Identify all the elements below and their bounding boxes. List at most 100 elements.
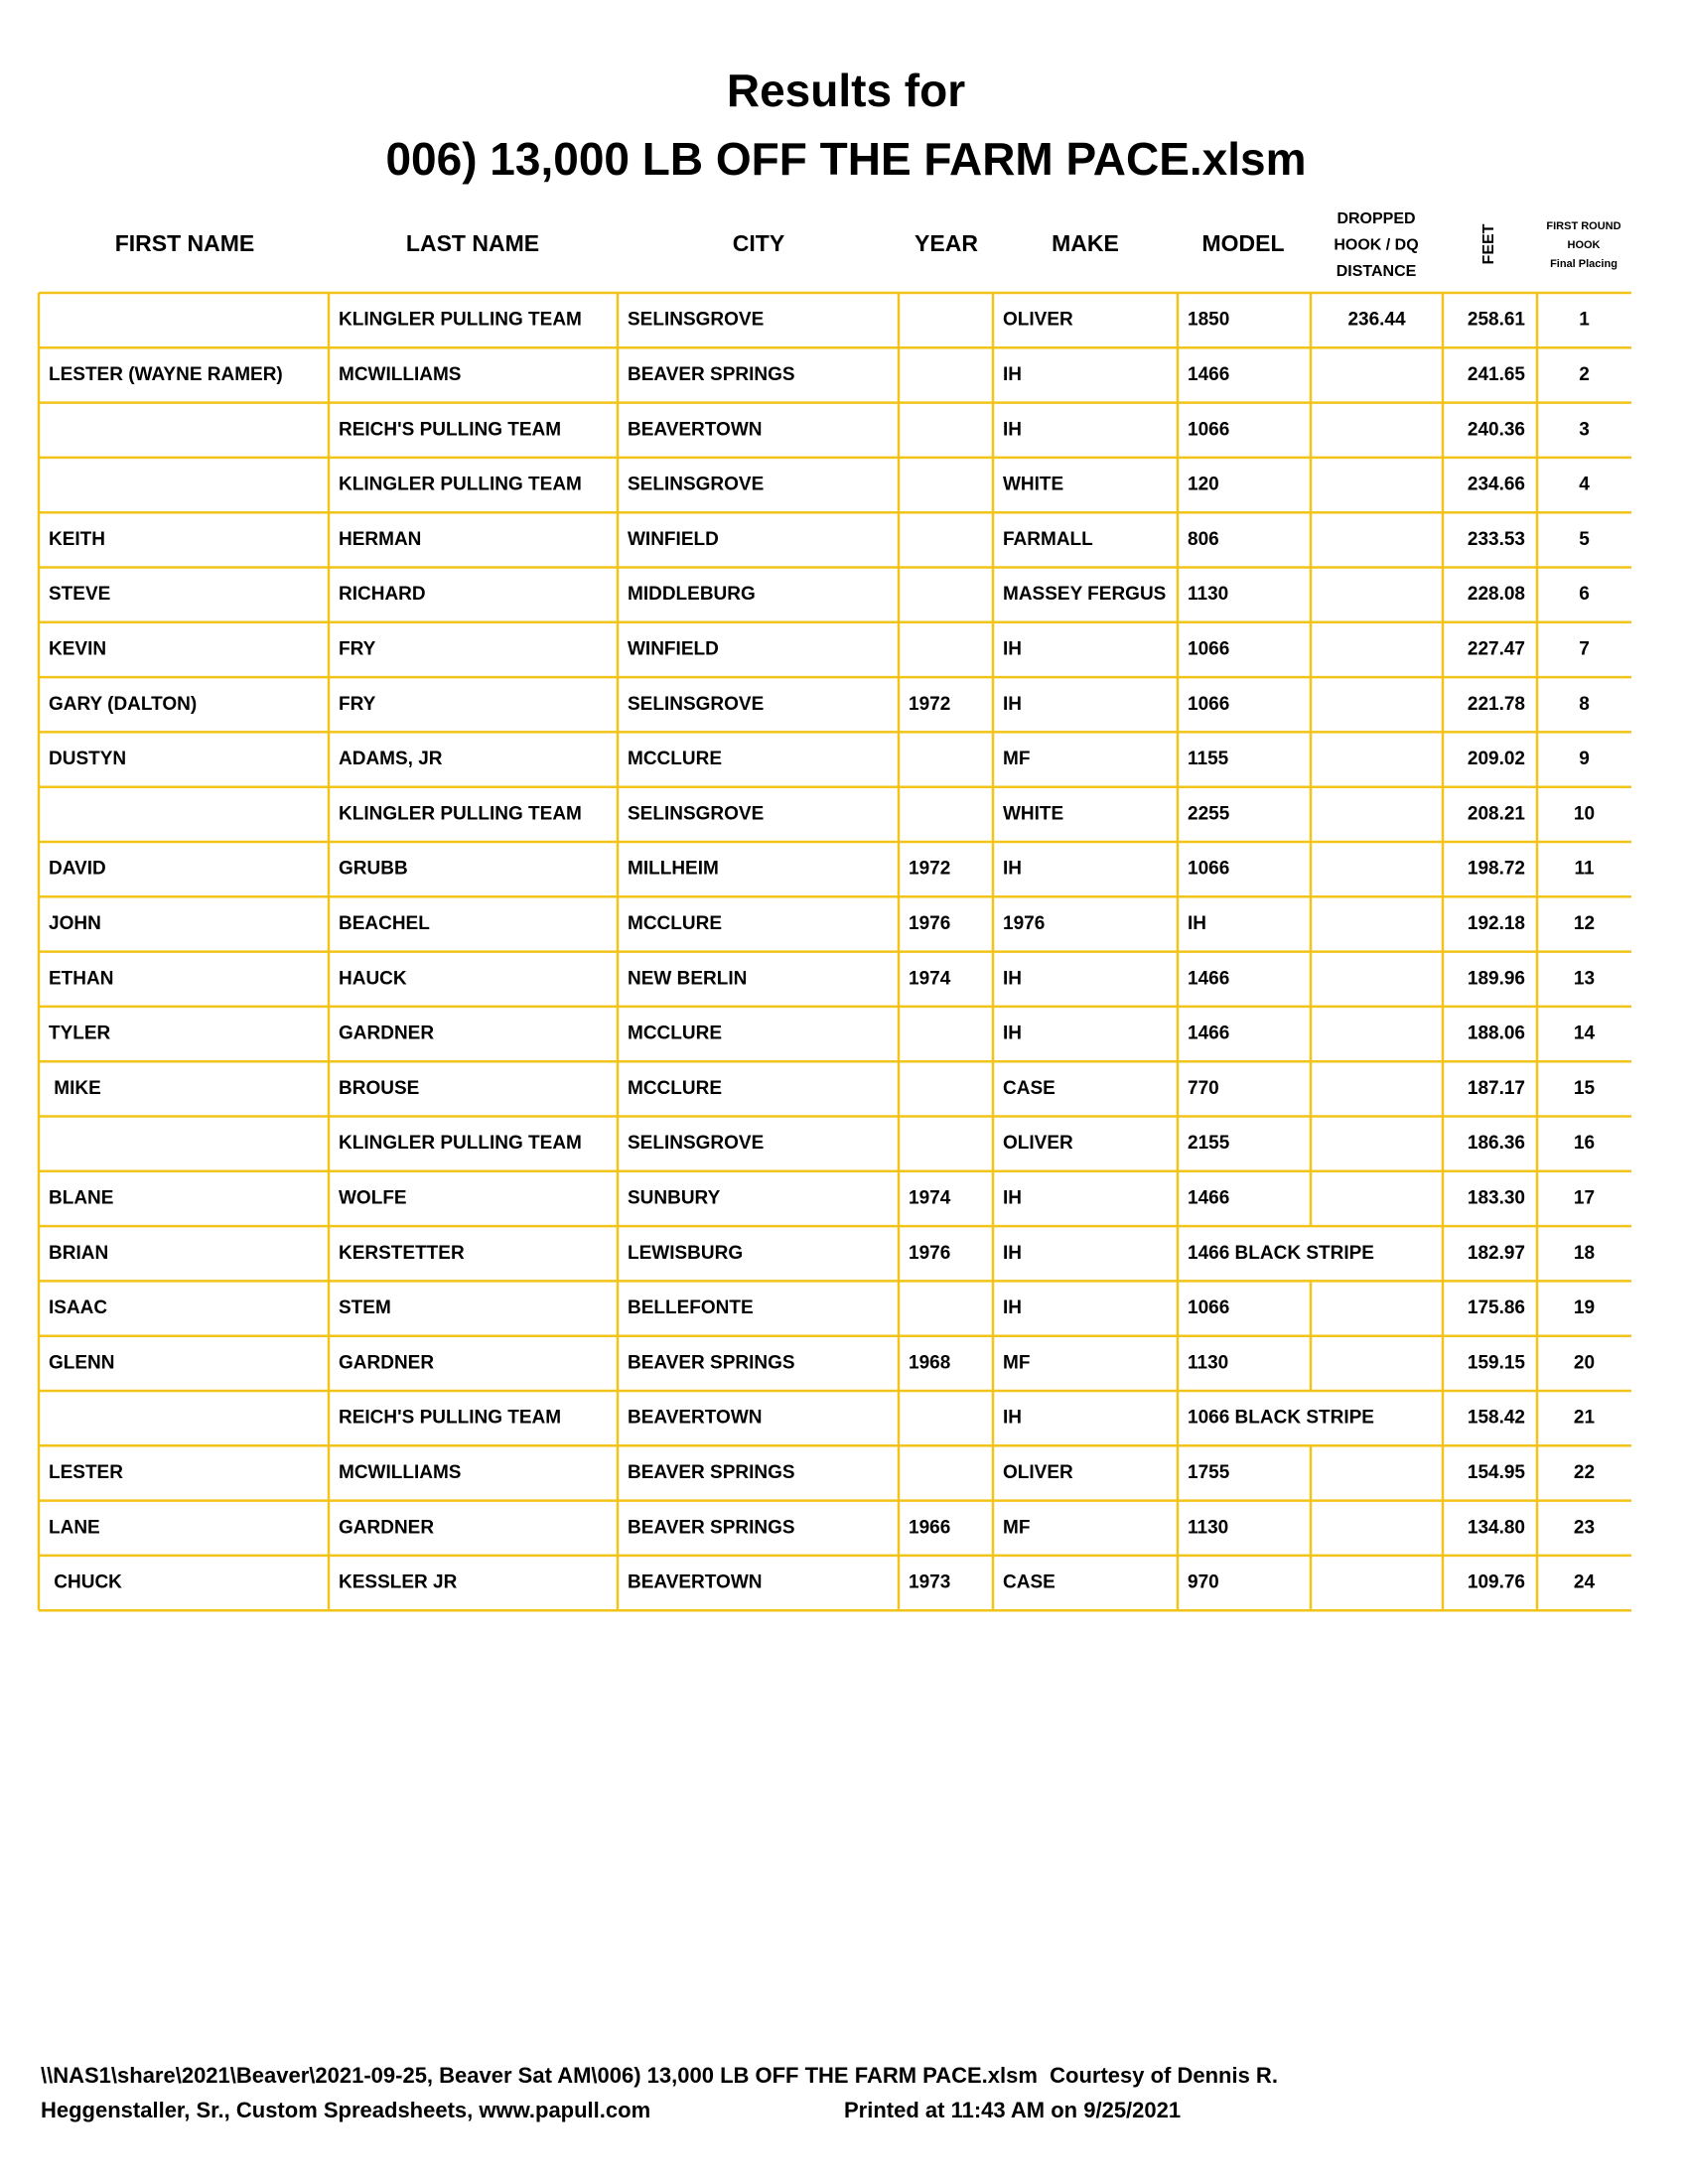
table-cell: IH <box>1003 1024 1022 1044</box>
table-cell: MCCLURE <box>628 749 722 769</box>
table-cell: 12 <box>1574 913 1595 934</box>
table-cell: GARDNER <box>339 1352 434 1373</box>
table-cell: 154.95 <box>1468 1462 1526 1483</box>
table-cell: DAVID <box>49 859 106 880</box>
table-cell: 109.76 <box>1468 1572 1525 1593</box>
table-cell: KLINGLER PULLING TEAM <box>339 1133 582 1154</box>
table-cell: MF <box>1003 1517 1030 1538</box>
table-cell: 5 <box>1579 529 1590 550</box>
table-cell: BEAVER SPRINGS <box>628 1517 795 1538</box>
table-cell: GLENN <box>49 1352 115 1373</box>
table-cell: BELLEFONTE <box>628 1297 754 1318</box>
table-cell: JOHN <box>49 913 101 934</box>
table-cell: 1066 <box>1188 638 1229 659</box>
table-cell: FRY <box>339 638 376 659</box>
table-cell: 1066 BLACK STRIPE <box>1188 1408 1374 1429</box>
table-cell: NEW BERLIN <box>628 968 747 989</box>
table-cell: BEAVER SPRINGS <box>628 1352 795 1373</box>
table-cell: 1976 <box>909 913 950 934</box>
table-cell: 1976 <box>909 1243 950 1264</box>
table-cell: 1066 <box>1188 1297 1229 1318</box>
table-cell: 1466 <box>1188 364 1229 385</box>
table-cell: IH <box>1003 968 1022 989</box>
table-cell: IH <box>1003 1408 1022 1429</box>
table-cell: LESTER (WAYNE RAMER) <box>49 364 283 385</box>
table-cell: IH <box>1003 694 1022 715</box>
table-cell: 1155 <box>1188 749 1229 769</box>
column-header: YEAR <box>914 230 978 256</box>
table-cell: 1130 <box>1188 584 1228 605</box>
table-cell: 24 <box>1574 1572 1596 1593</box>
table-cell: GARDNER <box>339 1517 434 1538</box>
footer-line: \\NAS1\share\2021\Beaver\2021-09-25, Bea… <box>41 2063 1278 2088</box>
table-cell: IH <box>1003 638 1022 659</box>
table-cell: IH <box>1003 859 1022 880</box>
table-cell: 1466 <box>1188 968 1229 989</box>
table-cell: CASE <box>1003 1078 1055 1099</box>
table-cell: 4 <box>1579 475 1590 495</box>
table-cell: GARY (DALTON) <box>49 694 197 715</box>
table-cell: MCCLURE <box>628 913 722 934</box>
table-cell: BEAVERTOWN <box>628 419 762 440</box>
column-header: DISTANCE <box>1336 263 1417 280</box>
table-cell: BEAVERTOWN <box>628 1408 762 1429</box>
table-cell: 18 <box>1574 1243 1595 1264</box>
table-cell: 221.78 <box>1468 694 1525 715</box>
table-cell: 187.17 <box>1468 1078 1525 1099</box>
table-cell: HAUCK <box>339 968 407 989</box>
column-header: MODEL <box>1201 230 1284 256</box>
table-cell: KEVIN <box>49 638 106 659</box>
table-cell: STEM <box>339 1297 391 1318</box>
table-cell: 158.42 <box>1468 1408 1525 1429</box>
table-cell: MCCLURE <box>628 1078 722 1099</box>
table-cell: 1976 <box>1003 913 1045 934</box>
table-cell: 120 <box>1188 475 1219 495</box>
table-cell: 208.21 <box>1468 803 1526 824</box>
table-cell: 159.15 <box>1468 1352 1526 1373</box>
table-cell: MCWILLIAMS <box>339 364 461 385</box>
table-cell: DUSTYN <box>49 749 126 769</box>
table-cell: BLANE <box>49 1187 113 1208</box>
table-cell: KESSLER JR <box>339 1572 458 1593</box>
table-cell: CHUCK <box>49 1572 122 1593</box>
table-cell: 9 <box>1579 749 1590 769</box>
table-cell: 182.97 <box>1468 1243 1525 1264</box>
table-cell: 1466 BLACK STRIPE <box>1188 1243 1374 1264</box>
table-cell: 1972 <box>909 694 950 715</box>
table-cell: MF <box>1003 1352 1030 1373</box>
table-cell: MIDDLEBURG <box>628 584 756 605</box>
table-cell: SUNBURY <box>628 1187 721 1208</box>
table-cell: LEWISBURG <box>628 1243 743 1264</box>
table-cell: 234.66 <box>1468 475 1525 495</box>
column-header: FIRST NAME <box>115 230 255 256</box>
table-cell: LANE <box>49 1517 100 1538</box>
column-header: MAKE <box>1052 230 1119 256</box>
table-cell: 209.02 <box>1468 749 1525 769</box>
table-cell: 175.86 <box>1468 1297 1525 1318</box>
table-cell: 2155 <box>1188 1133 1230 1154</box>
table-cell: GRUBB <box>339 859 408 880</box>
table-cell: 236.44 <box>1347 310 1406 331</box>
table-cell: WOLFE <box>339 1187 407 1208</box>
table-cell: SELINSGROVE <box>628 1133 764 1154</box>
table-cell: 806 <box>1188 529 1219 550</box>
table-cell: 134.80 <box>1468 1517 1525 1538</box>
table-cell: WHITE <box>1003 475 1063 495</box>
table-cell: 19 <box>1574 1297 1595 1318</box>
table-cell: 1 <box>1579 310 1590 331</box>
table-cell: KERSTETTER <box>339 1243 465 1264</box>
table-cell: 1066 <box>1188 694 1229 715</box>
table-cell: 10 <box>1574 803 1595 824</box>
table-cell: 189.96 <box>1468 968 1525 989</box>
footer-line: Heggenstaller, Sr., Custom Spreadsheets,… <box>41 2098 650 2122</box>
table-cell: 6 <box>1579 584 1590 605</box>
column-header: Final Placing <box>1550 258 1618 270</box>
table-cell: OLIVER <box>1003 1133 1073 1154</box>
table-cell: 1968 <box>909 1352 950 1373</box>
table-cell: 17 <box>1574 1187 1595 1208</box>
table-cell: IH <box>1003 1187 1022 1208</box>
table-cell: SELINSGROVE <box>628 803 764 824</box>
table-cell: 1130 <box>1188 1517 1228 1538</box>
table-cell: 20 <box>1574 1352 1595 1373</box>
